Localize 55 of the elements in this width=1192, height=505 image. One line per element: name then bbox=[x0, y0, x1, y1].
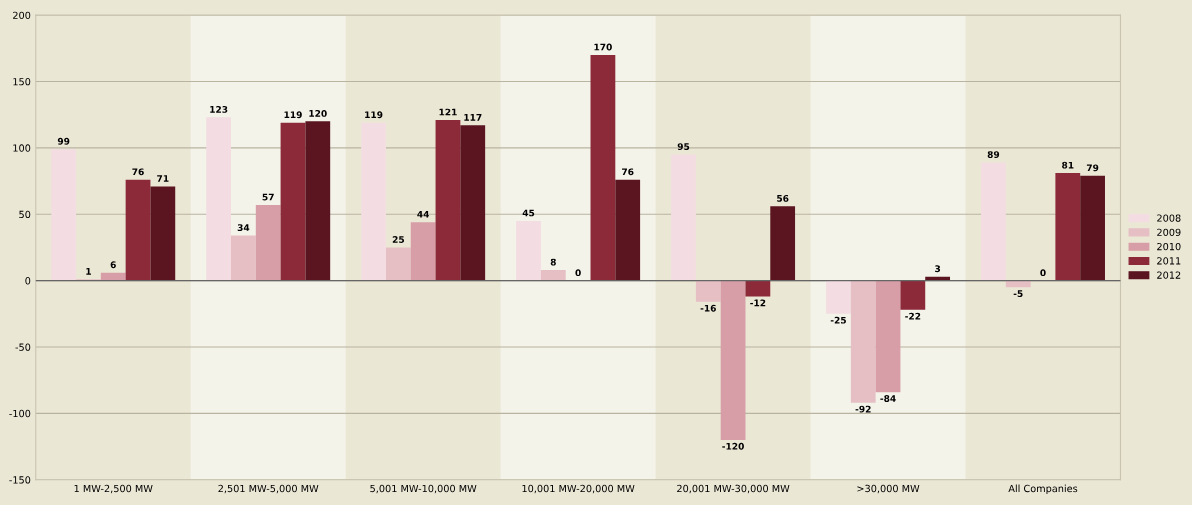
data-label: 0 bbox=[575, 269, 581, 277]
data-label: 119 bbox=[365, 111, 383, 119]
data-label: 6 bbox=[110, 261, 116, 269]
legend-label: 2009 bbox=[1157, 228, 1181, 236]
data-label: 119 bbox=[284, 111, 302, 119]
x-tick-label: All Companies bbox=[1008, 484, 1078, 495]
y-tick-label: 0 bbox=[25, 277, 31, 285]
data-label: 123 bbox=[210, 106, 228, 113]
legend-label: 2010 bbox=[1157, 242, 1181, 251]
data-label: -92 bbox=[855, 405, 871, 413]
x-tick-label: 20,001 MW-30,000 MW bbox=[677, 484, 790, 494]
legend-label: 2008 bbox=[1157, 214, 1181, 222]
data-label: -16 bbox=[700, 304, 716, 312]
y-tick-label: 50 bbox=[19, 210, 31, 219]
data-label: 25 bbox=[392, 236, 405, 243]
x-tick-label: 2,501 MW-5,000 MW bbox=[218, 484, 319, 494]
y-tick-label: 150 bbox=[13, 78, 31, 86]
data-label: 79 bbox=[1086, 164, 1099, 172]
data-label: 56 bbox=[777, 194, 789, 202]
data-label: 89 bbox=[987, 151, 1000, 158]
y-tick-label: 200 bbox=[13, 11, 31, 19]
legend-label: 2012 bbox=[1157, 271, 1181, 279]
data-label: 99 bbox=[57, 137, 70, 145]
x-tick-label: 1 MW-2,500 MW bbox=[74, 484, 153, 494]
data-label: 45 bbox=[522, 209, 535, 217]
data-label: 121 bbox=[439, 108, 457, 116]
data-label: 81 bbox=[1062, 161, 1074, 169]
data-label: 3 bbox=[935, 265, 941, 273]
data-label: 0 bbox=[1040, 269, 1046, 277]
data-label: 76 bbox=[132, 168, 144, 176]
data-label: 1 bbox=[86, 268, 91, 275]
y-tick-label: 100 bbox=[13, 144, 31, 152]
data-label: 8 bbox=[550, 258, 556, 266]
x-tick-label: 10,001 MW-20,000 MW bbox=[522, 484, 635, 494]
x-tick-label: 5,001 MW-10,000 MW bbox=[370, 484, 477, 494]
data-label: 117 bbox=[464, 114, 482, 121]
data-label: 76 bbox=[622, 168, 634, 176]
data-label: -5 bbox=[1013, 290, 1023, 298]
data-label: -84 bbox=[880, 395, 896, 402]
data-label: 34 bbox=[237, 224, 250, 231]
data-label: -120 bbox=[722, 442, 744, 450]
data-label: -22 bbox=[905, 312, 921, 320]
data-label: 57 bbox=[262, 193, 274, 201]
data-label: 95 bbox=[677, 143, 690, 150]
y-tick-label: -150 bbox=[9, 476, 31, 484]
data-label: 120 bbox=[309, 109, 327, 117]
data-label: -25 bbox=[830, 316, 846, 324]
data-label: 44 bbox=[417, 210, 430, 218]
data-label: 170 bbox=[594, 43, 612, 51]
data-label: -12 bbox=[750, 299, 766, 307]
data-label: 71 bbox=[157, 175, 169, 182]
x-tick-label: >30,000 MW bbox=[857, 484, 920, 494]
y-tick-label: -100 bbox=[9, 409, 31, 418]
y-tick-label: -50 bbox=[15, 343, 31, 351]
legend-label: 2011 bbox=[1157, 257, 1181, 265]
